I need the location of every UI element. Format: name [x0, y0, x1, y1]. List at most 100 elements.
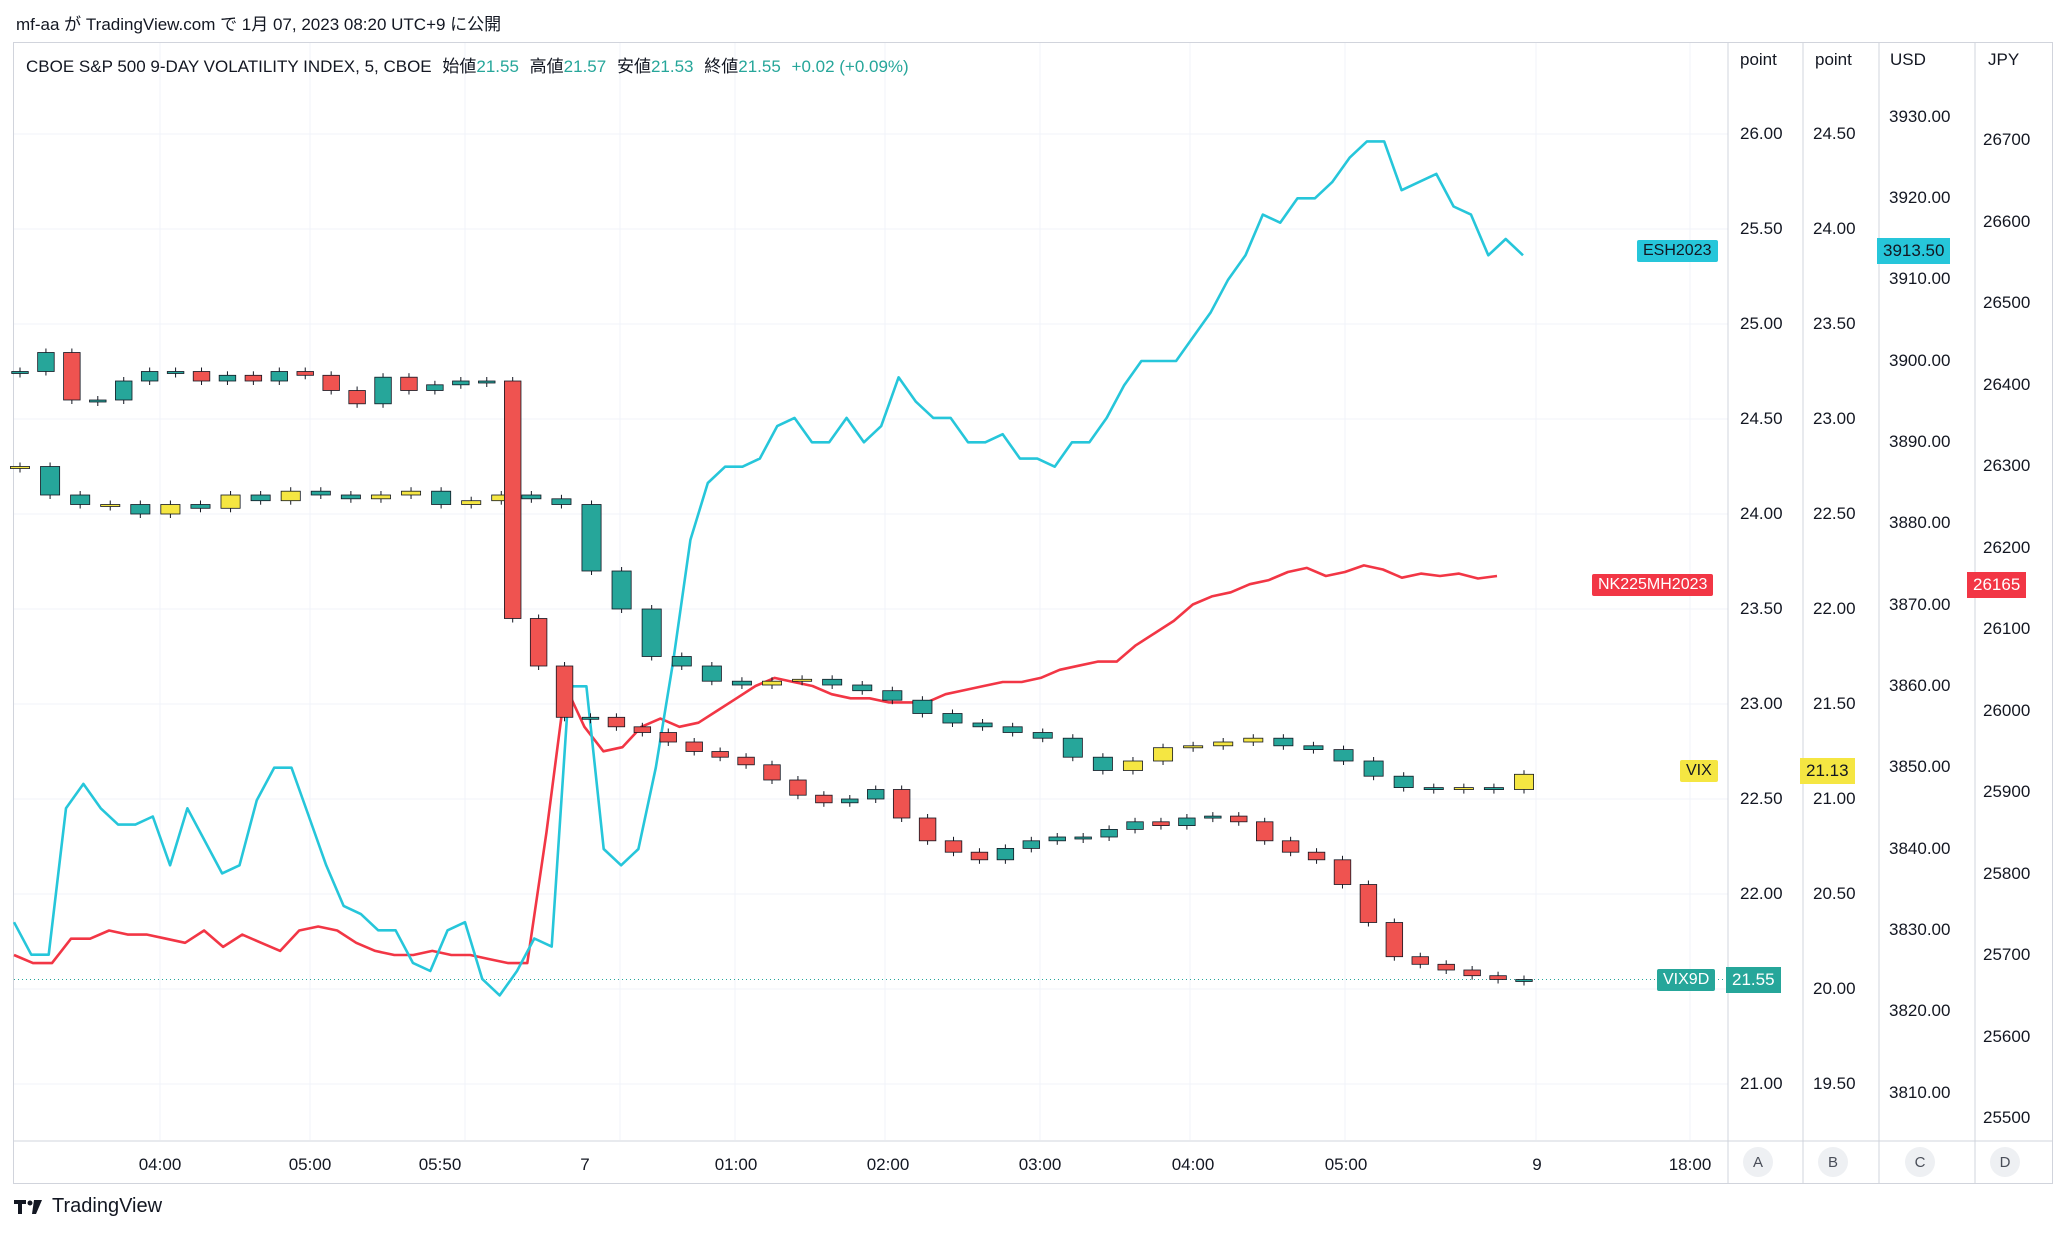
symbol-legend: CBOE S&P 500 9-DAY VOLATILITY INDEX, 5, …: [26, 52, 915, 77]
time-axis-tick: 9: [1532, 1155, 1542, 1174]
legend-high-label: 高値: [529, 57, 564, 76]
vix-candle: [882, 690, 903, 701]
vix9d-candle: [996, 848, 1015, 861]
tradingview-footer[interactable]: TradingView: [14, 1195, 162, 1218]
time-axis-tick: 03:00: [1018, 1155, 1062, 1174]
axis-d-tick: 25900: [1983, 782, 2031, 801]
vix-price-tag: 21.13: [1800, 758, 1855, 784]
vix9d-candle: [322, 374, 340, 391]
vix9d-candle: [1100, 829, 1118, 838]
vix9d-candle: [763, 764, 781, 781]
vix9d-candle: [1385, 922, 1404, 958]
vix9d-candle: [711, 751, 729, 758]
vix9d-candle: [944, 840, 963, 853]
time-axis-tick: 05:50: [418, 1155, 462, 1174]
time-axis-tick: 18:00: [1668, 1155, 1712, 1174]
axis-c-tick: 3820.00: [1889, 1001, 1951, 1020]
axis-b-tick: 23.50: [1813, 314, 1856, 333]
vix-candle: [310, 490, 331, 496]
vix9d-candle: [1333, 859, 1352, 885]
axis-d-tick: 26600: [1983, 212, 2031, 231]
vix9d-candle: [504, 380, 522, 619]
vix-candle: [551, 498, 572, 505]
scale-button-d[interactable]: D: [1990, 1147, 2020, 1177]
vix-candle: [10, 466, 30, 469]
vix9d-candle: [1048, 836, 1066, 842]
axis-c-tick: 3920.00: [1889, 188, 1951, 207]
axis-b-tick: 20.50: [1813, 884, 1856, 903]
vix-candle: [1153, 747, 1174, 762]
vix9d-candle: [1022, 840, 1040, 849]
vix-candle: [1002, 726, 1023, 733]
legend-open-label: 始値: [442, 57, 477, 76]
axis-d-tick: 26700: [1983, 130, 2031, 149]
vix-candle: [701, 665, 722, 682]
vix-candle: [1243, 737, 1264, 743]
vix-series-tag: VIX: [1680, 760, 1718, 782]
legend-high-value: 21.57: [563, 57, 607, 76]
scale-button-a[interactable]: A: [1743, 1147, 1773, 1177]
vix9d-candle: [426, 384, 444, 391]
vix9d-candle: [37, 352, 55, 372]
vix-candle: [581, 504, 602, 572]
axis-b-tick: 19.50: [1813, 1074, 1856, 1093]
nk225mh2023-line: [13, 564, 1498, 965]
vix-candle: [1393, 775, 1414, 789]
esh2023-line: [12, 140, 1524, 997]
vix9d-candle: [478, 380, 496, 384]
vix-candle: [1423, 787, 1444, 790]
vix-candle: [1032, 732, 1053, 739]
vix9d-candle: [400, 376, 418, 391]
vix9d-candle: [11, 371, 29, 374]
vix9d-candle: [1281, 840, 1300, 853]
vix9d-candle: [115, 380, 133, 401]
vix-candle: [1453, 787, 1474, 790]
vix9d-candle: [789, 779, 807, 796]
vix9d-candle: [529, 618, 548, 667]
axis-c-tick: 3870.00: [1889, 595, 1951, 614]
legend-change: +0.02 (+0.09%): [791, 57, 909, 76]
vix-candle: [852, 684, 873, 692]
axis-b-tick: 24.50: [1813, 124, 1856, 143]
esh-series-tag: ESH2023: [1637, 240, 1718, 262]
vix9d-candle: [348, 390, 366, 405]
scale-button-b[interactable]: B: [1818, 1147, 1848, 1177]
axis-a-title: point: [1740, 50, 1777, 69]
vix9d-series-tag: VIX9D: [1657, 969, 1716, 991]
vix9d-candle: [918, 817, 937, 842]
vix9d-candle: [192, 371, 211, 382]
vix9d-candle: [1411, 956, 1429, 965]
vix-candle: [1483, 787, 1504, 790]
axis-c-tick: 3880.00: [1889, 513, 1951, 532]
scale-button-c[interactable]: C: [1905, 1147, 1935, 1177]
vix-candle: [792, 678, 813, 682]
footer-brand: TradingView: [52, 1195, 163, 1217]
vix9d-candle: [815, 794, 833, 804]
vix9d-candle: [841, 798, 859, 804]
vix-candle: [671, 656, 692, 667]
axis-a-tick: 25.00: [1740, 314, 1783, 333]
time-axis-tick: 01:00: [714, 1155, 758, 1174]
vix9d-candle: [296, 371, 314, 376]
vix9d-candle: [1463, 969, 1481, 977]
vix9d-candle: [581, 716, 600, 720]
vix9d-candle: [166, 371, 185, 374]
vix-candle: [521, 494, 542, 500]
vix-candle: [731, 680, 752, 686]
axis-a-tick: 23.00: [1740, 694, 1783, 713]
vix9d-candle: [374, 376, 392, 405]
axis-b-tick: 21.50: [1813, 694, 1856, 713]
vix-candle: [1062, 737, 1083, 758]
axis-b-tick: 22.50: [1813, 504, 1856, 523]
axis-a-tick: 24.00: [1740, 504, 1783, 523]
vix9d-candle: [1489, 975, 1507, 980]
vix9d-candle: [63, 352, 81, 401]
vix9d-candle: [1126, 821, 1144, 830]
tradingview-logo-icon: [14, 1199, 42, 1214]
vix9d-candle: [1152, 821, 1170, 826]
vix-candle: [280, 490, 301, 502]
axis-c-tick: 3840.00: [1889, 839, 1951, 858]
chart-frame[interactable]: [13, 42, 2053, 1184]
axis-b-title: point: [1815, 50, 1852, 69]
